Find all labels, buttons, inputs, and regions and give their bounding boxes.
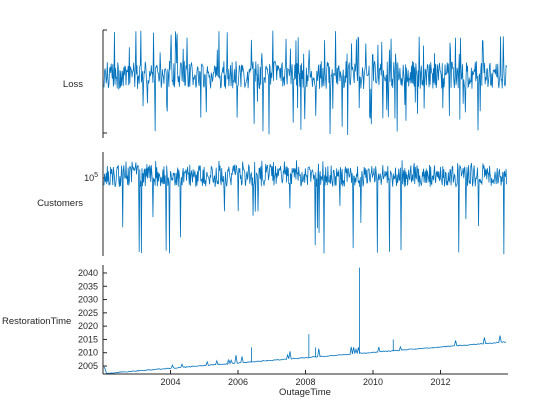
x-axis-label: OutageTime	[279, 387, 331, 398]
panel-restorationtime: 2005 2010 2015 2020 2025 2030 2035 2040 Restora…	[2, 265, 508, 398]
restoration-series-line	[103, 335, 507, 374]
x-tick-label: 2004	[160, 377, 180, 387]
restoration-y-ticks: 2005 2010 2015 2020 2025 2030 2035 2040	[78, 268, 107, 371]
panel-loss: Loss	[63, 29, 507, 138]
loss-ylabel: Loss	[63, 79, 83, 90]
restoration-ylabel: RestorationTime	[2, 316, 71, 327]
restoration-y-tick-label: 2030	[78, 295, 98, 305]
restoration-spikes	[227, 267, 394, 365]
restoration-y-tick-label: 2020	[78, 321, 98, 331]
restoration-y-tick-label: 2040	[78, 268, 98, 278]
x-ticks: 2004 2006 2008 2010 2012	[160, 370, 451, 387]
loss-series-line	[103, 30, 507, 136]
x-tick-label: 2012	[430, 377, 450, 387]
x-tick-label: 2006	[228, 377, 248, 387]
x-tick-label: 2010	[363, 377, 383, 387]
restoration-y-tick-label: 2005	[78, 361, 98, 371]
customers-ylabel: Customers	[37, 198, 83, 209]
panel-customers: 105 Customers	[37, 152, 507, 256]
restoration-y-tick-label: 2025	[78, 308, 98, 318]
restoration-y-tick-label: 2010	[78, 348, 98, 358]
customers-series-line	[103, 160, 507, 255]
restoration-y-tick-label: 2035	[78, 281, 98, 291]
x-tick-label: 2008	[295, 377, 315, 387]
restoration-y-tick-label: 2015	[78, 334, 98, 344]
customers-tick-label-1e5: 105	[84, 172, 98, 183]
